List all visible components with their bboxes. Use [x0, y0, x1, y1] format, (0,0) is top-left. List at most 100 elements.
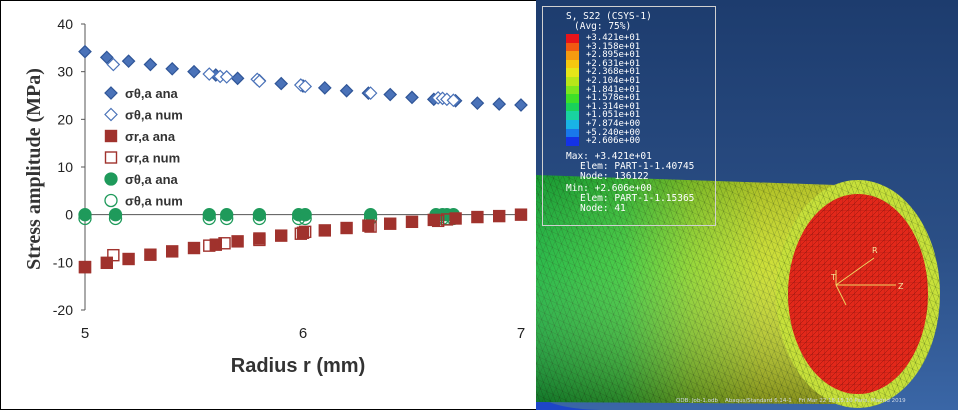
- point-circle-open-5: [78, 211, 92, 226]
- contour-legend: [542, 6, 716, 226]
- legend-swatch: [566, 94, 579, 103]
- min-elem: Elem: PART-1-1.15365: [580, 193, 695, 204]
- legend-value: +2.631e+01: [586, 58, 641, 69]
- point-diamond-filled-0: [317, 81, 332, 95]
- legend-swatch: [566, 85, 579, 95]
- stress-chart: -20 -10 0 10 20 30 40 5 6 7 Radius r (mm) Stress am…: [23, 16, 528, 377]
- point-circle-open-5: [108, 211, 123, 226]
- legend-value: +1.841e+01: [586, 84, 641, 95]
- legend-swatch: [566, 51, 579, 60]
- point-square-filled-2: [209, 238, 223, 251]
- legend-label: σθ,a num: [125, 194, 183, 209]
- point-circle-filled-4: [78, 208, 92, 222]
- legend-swatch: [566, 42, 579, 52]
- point-diamond-filled-0: [514, 98, 528, 112]
- point-circle-filled-4: [202, 208, 216, 222]
- point-square-filled-2: [122, 252, 135, 266]
- point-diamond-open-1: [298, 79, 313, 94]
- point-square-filled-2: [187, 241, 201, 255]
- point-circle-filled-4: [220, 208, 234, 222]
- point-square-open-3: [294, 227, 308, 240]
- point-square-filled-2: [471, 210, 484, 224]
- point-circle-filled-4: [252, 208, 267, 222]
- legend-swatch: [566, 128, 579, 138]
- legend-value: +3.421e+01: [586, 33, 641, 43]
- point-square-filled-2: [384, 217, 397, 230]
- max-node: Node: 136122: [580, 171, 649, 182]
- point-square-filled-2: [427, 213, 440, 227]
- legend-marker: [104, 129, 118, 143]
- point-diamond-filled-0: [405, 90, 419, 105]
- legend-label: σr,a num: [125, 151, 180, 166]
- point-diamond-filled-0: [339, 83, 354, 98]
- y-axis-label: Stress amplitude (MPa): [23, 68, 45, 270]
- odb-footer: ODB: Job-1.odb Abaqus/Standard 6.14-1 Fr…: [676, 398, 906, 404]
- point-circle-open-5: [252, 211, 267, 226]
- max-line: Max: +3.421e+01: [566, 151, 652, 162]
- point-diamond-filled-0: [99, 50, 114, 65]
- point-square-filled-2: [165, 245, 179, 258]
- point-square-open-3: [364, 220, 377, 233]
- legend-swatch: [566, 34, 579, 43]
- legend-label: σθ,a num: [125, 108, 183, 123]
- point-square-filled-2: [231, 235, 244, 248]
- point-diamond-filled-0: [78, 44, 92, 59]
- legend-value: +7.874e+00: [586, 119, 641, 129]
- point-square-filled-2: [362, 219, 375, 232]
- x-tick-label: 7: [517, 325, 525, 342]
- y-tick-label: -20: [53, 302, 73, 318]
- point-square-filled-2: [100, 256, 114, 270]
- y-tick-label: 0: [65, 207, 73, 223]
- point-square-filled-2: [449, 212, 462, 225]
- point-square-open-3: [440, 213, 454, 226]
- point-diamond-open-1: [202, 67, 217, 81]
- legend-value: +2.368e+01: [586, 67, 641, 78]
- point-diamond-open-1: [106, 57, 121, 72]
- min-line: Min: +2.606e+00: [566, 183, 652, 194]
- point-square-open-3: [298, 225, 312, 239]
- point-square-open-3: [431, 214, 445, 228]
- max-elem: Elem: PART-1-1.40745: [580, 161, 695, 172]
- point-circle-filled-4: [298, 208, 312, 222]
- point-diamond-filled-0: [230, 71, 245, 86]
- legend-header-1: S, S22 (CSYS-1): [566, 11, 652, 22]
- legend-header-2: (Avg: 75%): [574, 21, 632, 32]
- point-square-filled-2: [318, 224, 331, 237]
- y-tick-label: 40: [57, 16, 73, 32]
- point-square-filled-2: [514, 208, 528, 221]
- legend-swatch: [566, 59, 579, 69]
- point-diamond-filled-0: [143, 57, 158, 72]
- point-square-filled-2: [296, 226, 310, 239]
- legend-marker: [104, 151, 118, 164]
- y-tick-label: 10: [57, 159, 73, 175]
- min-node: Node: 41: [580, 203, 626, 214]
- legend-marker: [104, 107, 118, 122]
- point-square-open-3: [218, 237, 231, 250]
- legend-label: σθ,a ana: [125, 172, 179, 187]
- coordinate-triad: [835, 257, 896, 306]
- x-axis-label: Radius r (mm): [231, 355, 365, 377]
- legend-swatch: [566, 68, 579, 77]
- y-tick-label: 30: [57, 64, 73, 80]
- tube-blue-tail: [536, 395, 606, 410]
- legend-value: +5.240e+00: [586, 127, 641, 138]
- legend-marker: [104, 86, 118, 100]
- point-circle-open-5: [291, 211, 306, 226]
- point-diamond-filled-0: [121, 54, 136, 69]
- point-square-filled-2: [275, 229, 288, 242]
- legend-swatch: [566, 77, 579, 86]
- axis-r-label: R: [872, 246, 878, 255]
- legend-value: +2.606e+00: [586, 136, 641, 147]
- point-diamond-open-1: [219, 70, 234, 84]
- point-circle-open-5: [220, 211, 234, 226]
- legend-value: +3.158e+01: [586, 41, 641, 52]
- legend-swatch: [566, 102, 579, 112]
- point-square-open-3: [203, 239, 216, 252]
- legend-marker: [104, 193, 118, 208]
- legend-value: +2.895e+01: [586, 50, 641, 61]
- point-square-open-3: [78, 260, 92, 274]
- point-square-open-3: [107, 248, 120, 262]
- fem-contour-panel: R T Z S, S22 (CSYS-1) (Avg: 75%) +3.421e…: [536, 0, 958, 410]
- point-circle-filled-4: [108, 208, 123, 222]
- point-square-filled-2: [340, 221, 353, 235]
